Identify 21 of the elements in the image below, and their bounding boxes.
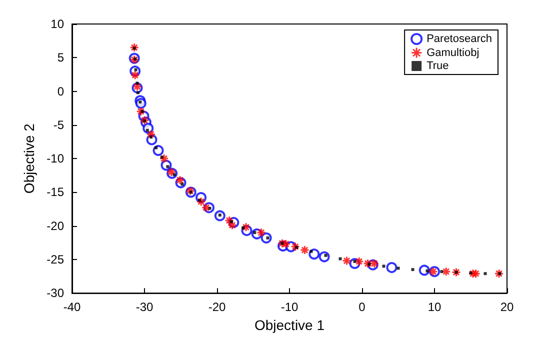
y-tick-label: -20 — [46, 218, 64, 233]
y-tick-label: 10 — [50, 17, 64, 31]
x-axis-title: Objective 1 — [254, 317, 325, 333]
x-tick-label: -40 — [63, 300, 81, 314]
legend-label: True — [426, 60, 449, 72]
y-tick-label: -10 — [46, 152, 64, 166]
x-tick-label: 20 — [500, 300, 514, 314]
x-tick-label: -10 — [280, 300, 298, 314]
legend-label: Paretosearch — [426, 33, 492, 45]
y-tick-label: 0 — [57, 84, 64, 98]
y-tick-label: -15 — [46, 185, 64, 200]
x-tick-label: -30 — [136, 300, 154, 314]
legend-label: Gamultiobj — [426, 46, 480, 59]
y-tick-label: -5 — [53, 118, 64, 132]
x-tick-label: 0 — [358, 300, 366, 314]
y-tick-label: -25 — [46, 252, 64, 266]
y-tick-label: 5 — [57, 50, 64, 65]
y-axis-title: Objective 2 — [20, 123, 37, 194]
y-tick-label: -30 — [46, 286, 64, 300]
x-tick-label: 10 — [428, 300, 442, 314]
x-tick-label: -20 — [208, 300, 226, 314]
